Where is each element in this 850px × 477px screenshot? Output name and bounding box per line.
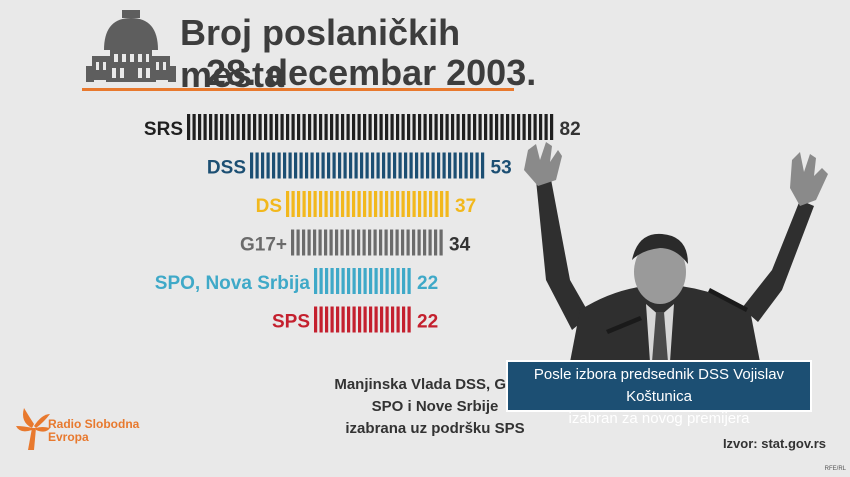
bar-srs (187, 114, 554, 140)
value-label: 37 (455, 196, 476, 217)
value-label: 34 (449, 235, 471, 256)
value-label: 22 (417, 273, 438, 294)
value-label: 82 (560, 119, 581, 140)
watermark: RFE/RL (824, 466, 846, 472)
rfe-logo-text: Radio Slobodna Evropa (48, 418, 139, 444)
value-label: 53 (491, 158, 512, 179)
rfe-logo-icon (16, 408, 50, 450)
parliament-building-icon (86, 10, 176, 82)
logo-line2: Evropa (48, 430, 89, 444)
chart-title-line2: 28. decembar 2003. (206, 52, 537, 93)
category-label: SPO, Nova Srbija (155, 273, 311, 294)
bar-spo-nova-srbija (314, 268, 411, 294)
note-line1: Manjinska Vlada DSS, G17+, (334, 376, 536, 393)
photo-caption: Posle izbora predsednik DSS Vojislav Koš… (506, 360, 812, 427)
caption-line2: izabran za novog premijera (568, 410, 750, 427)
bar-dss (250, 152, 485, 179)
kostunica-photo (524, 142, 828, 362)
category-label: SRS (144, 119, 183, 140)
logo-line1: Radio Slobodna (48, 417, 140, 431)
category-label: SPS (272, 312, 310, 333)
government-note: Manjinska Vlada DSS, G17+, SPO i Nove Sr… (330, 374, 540, 440)
title-underline (82, 88, 514, 91)
note-line2: SPO i Nove Srbije (371, 398, 499, 415)
value-label: 22 (417, 312, 438, 333)
category-label: DSS (207, 158, 246, 179)
source-text: Izvor: stat.gov.rs (722, 436, 826, 451)
seat-bar-chart: SRS 82 DSS 53 DS 37 G17+ 34 SPO, Nova Srbija 22 SP… (144, 114, 581, 333)
category-label: DS (256, 196, 282, 217)
bar-ds (286, 191, 449, 217)
bar-sps (314, 306, 411, 333)
bar-g17- (291, 229, 443, 256)
caption-line1: Posle izbora predsednik DSS Vojislav Koš… (533, 366, 785, 405)
category-label: G17+ (240, 235, 287, 256)
note-line3: izabrana uz podršku SPS (345, 420, 525, 437)
